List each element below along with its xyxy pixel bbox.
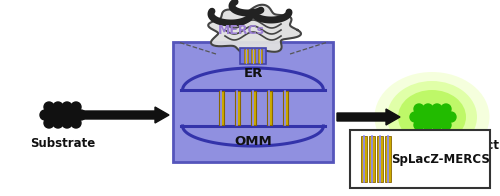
Circle shape [423, 104, 433, 114]
FancyArrow shape [84, 107, 169, 123]
Circle shape [414, 104, 424, 114]
Circle shape [428, 112, 438, 122]
Text: MERCs: MERCs [218, 24, 264, 36]
Bar [377, 136, 383, 182]
Bar [361, 136, 367, 182]
Circle shape [437, 112, 447, 122]
Text: Substrate: Substrate [30, 137, 96, 150]
Circle shape [49, 110, 59, 120]
Circle shape [58, 110, 68, 120]
Circle shape [62, 118, 72, 128]
Circle shape [441, 104, 451, 114]
Circle shape [71, 102, 81, 112]
Circle shape [62, 102, 72, 112]
Circle shape [419, 112, 429, 122]
Bar [173, 42, 333, 162]
Circle shape [441, 120, 451, 130]
Circle shape [53, 102, 63, 112]
Ellipse shape [398, 90, 466, 144]
Bar [350, 130, 490, 188]
Bar [282, 91, 288, 125]
Circle shape [44, 102, 54, 112]
Circle shape [432, 120, 442, 130]
Ellipse shape [374, 72, 490, 162]
Bar [244, 49, 248, 63]
Bar [251, 49, 254, 63]
Circle shape [53, 118, 63, 128]
Polygon shape [208, 5, 301, 53]
Bar [369, 136, 375, 182]
Circle shape [67, 110, 77, 120]
Bar [266, 91, 272, 125]
Text: Fluorescent Product: Fluorescent Product [365, 139, 499, 152]
Ellipse shape [387, 81, 477, 153]
Circle shape [44, 118, 54, 128]
Circle shape [40, 110, 50, 120]
Bar [240, 48, 266, 64]
Circle shape [410, 112, 420, 122]
Text: OMM: OMM [234, 135, 272, 148]
Bar [385, 136, 391, 182]
Circle shape [423, 120, 433, 130]
Bar [234, 91, 240, 125]
Circle shape [446, 112, 456, 122]
Bar [218, 91, 224, 125]
Bar [250, 91, 256, 125]
Bar [258, 49, 262, 63]
Circle shape [432, 104, 442, 114]
Text: ER: ER [244, 67, 262, 80]
Circle shape [71, 118, 81, 128]
Text: SpLacZ-MERCS: SpLacZ-MERCS [392, 152, 490, 165]
Circle shape [414, 120, 424, 130]
FancyArrow shape [337, 109, 400, 125]
Circle shape [76, 110, 86, 120]
